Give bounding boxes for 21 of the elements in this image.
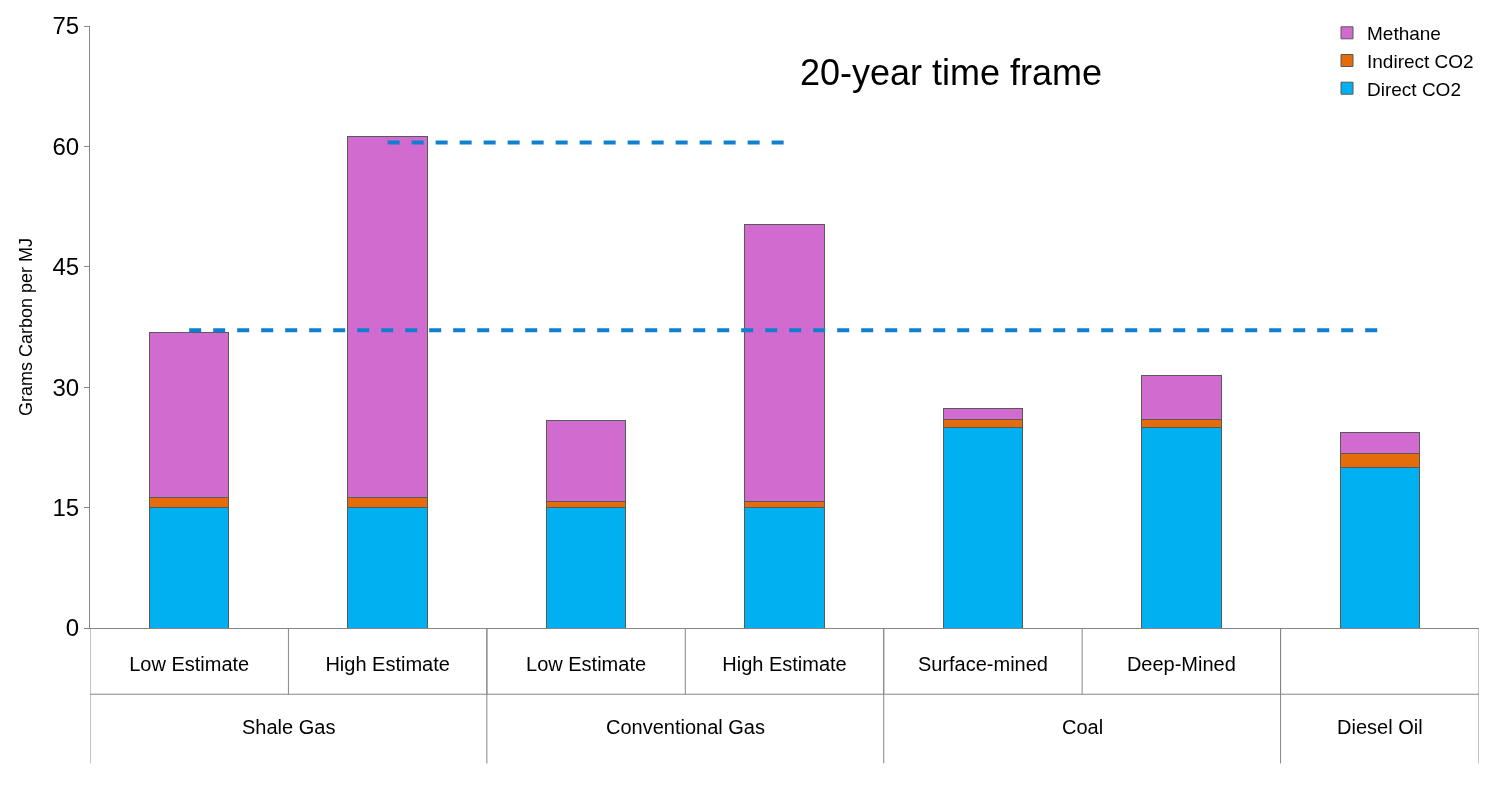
legend-label: Indirect CO2 <box>1367 50 1474 72</box>
y-tick-label: 45 <box>52 253 80 281</box>
text: Conventional Gas <box>606 716 765 738</box>
text: Shale Gas <box>242 716 336 738</box>
x-tick-label: Low Estimate <box>129 653 250 675</box>
y-tick-label: 15 <box>52 494 80 521</box>
x-tick-label: Deep-Mined <box>1126 653 1236 675</box>
x-tick-label: Surface-mined <box>917 653 1048 675</box>
y-tick-label: 75 <box>52 12 80 40</box>
text: Coal <box>1062 716 1104 738</box>
y-tick-label: 0 <box>65 614 80 642</box>
x-tick-label: High Estimate <box>722 653 847 675</box>
x-tick-label: Low Estimate <box>526 653 647 675</box>
legend-label: Direct CO2 <box>1367 78 1461 100</box>
text: Diesel Oil <box>1337 716 1423 738</box>
y-axis-title: Grams Carbon per MJ <box>15 237 36 417</box>
x-tick-label: High Estimate <box>325 653 450 675</box>
y-tick-label: 60 <box>52 132 80 160</box>
text: 20-year time frame <box>800 52 1103 93</box>
y-tick-label: 30 <box>52 373 80 401</box>
legend-label: Methane <box>1367 23 1441 45</box>
